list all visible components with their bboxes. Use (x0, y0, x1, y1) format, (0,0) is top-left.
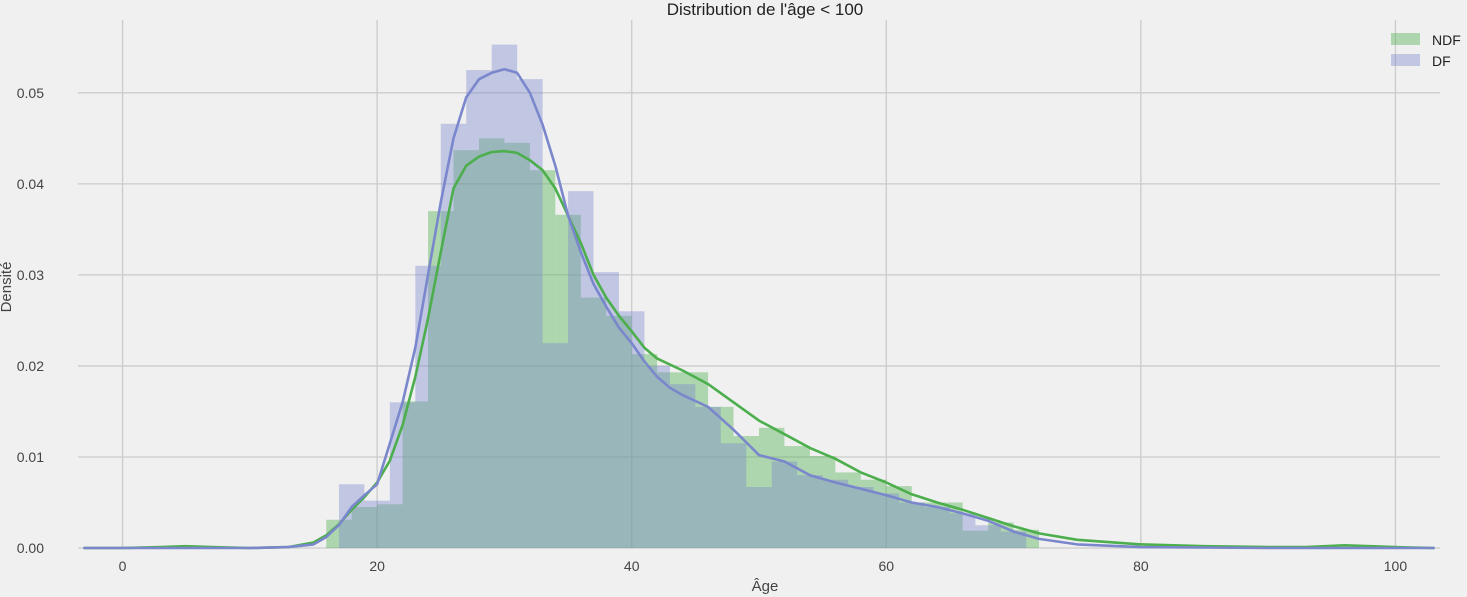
histogram-bar (797, 475, 823, 548)
histogram-bar (733, 436, 759, 548)
histogram-bar (924, 507, 950, 548)
histogram-bar (962, 530, 989, 548)
legend-swatch-ndf (1391, 33, 1420, 45)
histogram-bar (899, 502, 925, 548)
histogram-bar (478, 138, 505, 548)
histogram-bar (351, 507, 378, 548)
y-tick-label: 0.05 (17, 85, 44, 101)
histogram-ndf (326, 138, 1040, 549)
histogram-bar (580, 297, 607, 548)
histogram-bar (695, 406, 721, 548)
legend-label-ndf: NDF (1432, 32, 1461, 48)
y-tick-label: 0.04 (17, 176, 44, 192)
histogram-bar (466, 70, 492, 548)
histogram-bar (517, 79, 543, 548)
histogram-bar (746, 487, 772, 548)
histogram-bar (618, 311, 645, 548)
histogram-bar (708, 406, 734, 548)
histogram-bar (631, 354, 658, 548)
x-tick-label: 40 (624, 558, 640, 574)
histogram-df (338, 44, 1027, 549)
histogram-bar (377, 504, 403, 548)
chart-title: Distribution de l'âge < 100 (667, 0, 864, 19)
histogram-bar (1000, 531, 1027, 548)
histogram-bar (822, 479, 849, 548)
histogram-bar (771, 461, 798, 548)
histogram-bar (402, 401, 429, 548)
histogram-bar (644, 365, 670, 548)
legend-swatch-df (1391, 54, 1420, 66)
histogram-bar (415, 265, 441, 548)
histogram-bar (720, 443, 747, 548)
histogram-bar (338, 484, 365, 548)
histogram-bar (491, 44, 518, 548)
legend-label-df: DF (1432, 53, 1451, 69)
y-axis-label: Densité (0, 262, 15, 313)
y-tick-label: 0.03 (17, 267, 44, 283)
histogram-bar (657, 372, 683, 548)
histogram-bar (555, 214, 581, 549)
histogram-bar (428, 211, 454, 548)
histogram-bar (975, 525, 1001, 548)
histogram-bar (453, 150, 479, 548)
grid (78, 20, 1440, 549)
histogram-bar (364, 500, 390, 548)
histogram-bar (759, 427, 785, 548)
histogram-bar (504, 142, 530, 548)
x-tick-label: 80 (1133, 558, 1149, 574)
histogram-bar (809, 456, 836, 548)
histogram-bar (542, 343, 569, 548)
legend: NDF DF (1391, 32, 1461, 69)
x-tick-label: 20 (369, 558, 385, 574)
histogram-bar (669, 384, 696, 548)
histogram-bar (848, 487, 874, 548)
histogram-bar (949, 513, 976, 548)
y-tick-label: 0.01 (17, 449, 44, 465)
x-tick-label: 60 (879, 558, 895, 574)
x-axis-label: Âge (752, 578, 779, 595)
tick-labels: 0 20 40 60 80 100 0.00 0.01 0.02 0.03 0.04 0.05 (17, 85, 1408, 574)
y-tick-label: 0.02 (17, 358, 44, 374)
kde-line-df (83, 67, 1435, 550)
histogram-bar (606, 315, 632, 548)
histogram-bar (911, 502, 938, 548)
x-tick-label: 0 (119, 558, 127, 574)
x-tick-label: 100 (1384, 558, 1408, 574)
y-tick-label: 0.00 (17, 540, 44, 556)
histogram-bar (593, 272, 619, 548)
kde-lines (83, 67, 1435, 550)
histogram-bar (873, 493, 900, 548)
histogram-bar (529, 170, 556, 548)
